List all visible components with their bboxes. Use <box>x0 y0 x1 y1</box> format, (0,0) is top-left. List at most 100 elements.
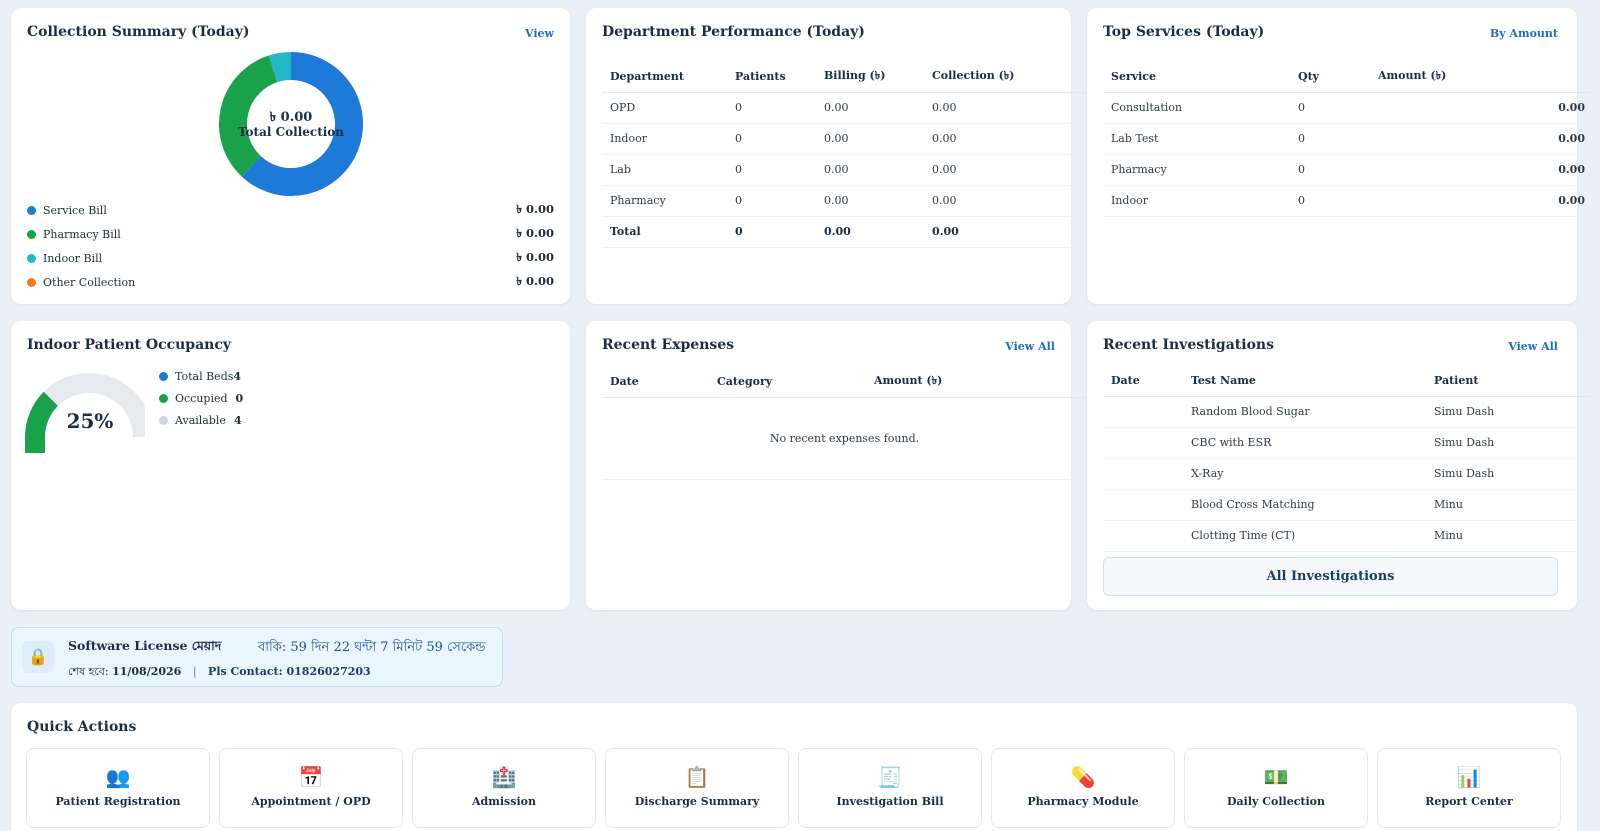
cell: 0 <box>727 185 816 217</box>
col-collection: Collection (৳) <box>924 61 1087 93</box>
col-date: Date <box>602 366 709 398</box>
legend-dot <box>159 394 168 403</box>
legend-amount: ৳ 0.00 <box>516 201 554 216</box>
cell: Indoor <box>602 123 727 155</box>
cell: Minu <box>1426 520 1593 552</box>
table-row[interactable]: Clotting Time (CT) Minu <box>1103 520 1593 552</box>
department-performance-card: Department Performance (Today) Departmen… <box>586 8 1087 304</box>
cell: OPD <box>602 92 727 124</box>
quick-action-label: Investigation Bill <box>836 795 944 808</box>
clipboard-icon: 📋 <box>684 765 710 789</box>
legend-dot <box>27 229 36 239</box>
cell: X-Ray <box>1183 458 1426 490</box>
col-patients: Patients <box>727 61 816 93</box>
legend-label: Occupied <box>175 392 228 405</box>
collection-summary-card: Collection Summary (Today) View ৳ 0.00 T… <box>11 8 570 304</box>
cell: 0.00 <box>816 92 924 124</box>
pharmacy-module-button[interactable]: 💊 Pharmacy Module <box>991 748 1175 828</box>
cell: 0 <box>1290 123 1370 155</box>
collection-view-link[interactable]: View <box>525 27 554 40</box>
cell: 0.00 <box>924 216 1087 248</box>
legend-dot <box>159 416 168 425</box>
quick-actions-card: Quick Actions 👥 Patient Registration 📅 A… <box>11 703 1577 831</box>
table-row[interactable]: Blood Cross Matching Minu <box>1103 489 1593 521</box>
col-department: Department <box>602 61 727 93</box>
cell: 0.00 <box>1370 185 1593 217</box>
cell: 0.00 <box>924 123 1087 155</box>
table-header-row: Date Category Amount (৳) <box>602 366 1087 398</box>
chart-icon: 📊 <box>1456 765 1482 789</box>
contact: Pls Contact: 01826027203 <box>208 665 371 678</box>
cell: Simu Dash <box>1426 396 1593 428</box>
table-row[interactable]: CBC with ESR Simu Dash <box>1103 427 1593 459</box>
cell: Clotting Time (CT) <box>1183 520 1426 552</box>
legend-dot <box>27 277 36 287</box>
legend-dot <box>27 253 36 263</box>
report-center-button[interactable]: 📊 Report Center <box>1377 748 1561 828</box>
investigations-view-all-link[interactable]: View All <box>1508 340 1558 353</box>
cell: 0.00 <box>1370 154 1593 186</box>
table-header-row: Service Qty Amount (৳) <box>1103 61 1593 93</box>
table-row: OPD 0 0.00 0.00 <box>602 92 1087 124</box>
donut-slice-indoor-bill <box>268 52 292 83</box>
top-services-table: Service Qty Amount (৳) Consultation 0 0.… <box>1103 61 1593 217</box>
empty-message: No recent expenses found. <box>602 397 1087 480</box>
cell: Blood Cross Matching <box>1183 489 1426 521</box>
occupancy-legend-occupied: Occupied 0 <box>159 392 243 405</box>
occupancy-title: Indoor Patient Occupancy <box>27 337 231 353</box>
department-performance-title: Department Performance (Today) <box>602 24 865 40</box>
cell: Random Blood Sugar <box>1183 396 1426 428</box>
cell: 0 <box>727 154 816 186</box>
legend-label: Pharmacy Bill <box>43 227 121 241</box>
expenses-view-all-link[interactable]: View All <box>1005 340 1055 353</box>
donut-slice-pharmacy-bill <box>219 55 279 177</box>
table-row: Lab 0 0.00 0.00 <box>602 154 1087 186</box>
legend-label: Other Collection <box>43 275 136 289</box>
daily-collection-button[interactable]: 💵 Daily Collection <box>1184 748 1368 828</box>
cell: 0 <box>727 216 816 248</box>
legend-other-collection: Other Collection ৳ 0.00 <box>27 272 554 292</box>
cell: 0.00 <box>816 185 924 217</box>
cell: 0.00 <box>1370 92 1593 124</box>
patient-registration-button[interactable]: 👥 Patient Registration <box>26 748 210 828</box>
by-amount-link[interactable]: By Amount <box>1489 27 1558 40</box>
cell: 0 <box>727 92 816 124</box>
legend-label: Available <box>175 414 226 427</box>
admission-icon: 🏥 <box>491 765 517 789</box>
investigation-bill-button[interactable]: 🧾 Investigation Bill <box>798 748 982 828</box>
legend-label: Service Bill <box>43 203 107 217</box>
admission-button[interactable]: 🏥 Admission <box>412 748 596 828</box>
col-amount: Amount (৳) <box>1370 61 1593 93</box>
appointment-opd-button[interactable]: 📅 Appointment / OPD <box>219 748 403 828</box>
all-investigations-button[interactable]: All Investigations <box>1103 557 1558 596</box>
col-qty: Qty <box>1290 61 1370 93</box>
users-icon: 👥 <box>105 765 131 789</box>
table-header-row: Date Test Name Patient <box>1103 365 1593 397</box>
expiry-label: শেষ হবে: <box>68 665 109 678</box>
table-row[interactable]: Random Blood Sugar Simu Dash <box>1103 396 1593 428</box>
top-services-card: Top Services (Today) By Amount Service Q… <box>1087 8 1593 304</box>
separator: | <box>192 665 197 678</box>
table-row: Indoor 0 0.00 0.00 <box>602 123 1087 155</box>
collection-summary-title: Collection Summary (Today) <box>27 24 250 40</box>
cell: 0.00 <box>816 154 924 186</box>
donut-slice-service-bill <box>241 52 363 196</box>
recent-expenses-card: Recent Expenses View All Date Category A… <box>586 321 1087 610</box>
table-row: Indoor 0 0.00 <box>1103 185 1593 217</box>
receipt-icon: 🧾 <box>877 765 903 789</box>
cell <box>1103 396 1183 428</box>
top-services-title: Top Services (Today) <box>1103 24 1265 40</box>
legend-value: 4 <box>233 414 242 427</box>
quick-action-label: Discharge Summary <box>634 795 760 808</box>
legend-amount: ৳ 0.00 <box>516 225 554 240</box>
cell <box>1103 427 1183 459</box>
quick-action-label: Report Center <box>1425 795 1513 808</box>
cell: 0.00 <box>924 185 1087 217</box>
table-row[interactable]: X-Ray Simu Dash <box>1103 458 1593 490</box>
col-date: Date <box>1103 365 1183 397</box>
discharge-summary-button[interactable]: 📋 Discharge Summary <box>605 748 789 828</box>
cell <box>1103 458 1183 490</box>
legend-dot <box>27 205 36 215</box>
cell: Lab Test <box>1103 123 1290 155</box>
quick-action-label: Patient Registration <box>55 795 181 808</box>
